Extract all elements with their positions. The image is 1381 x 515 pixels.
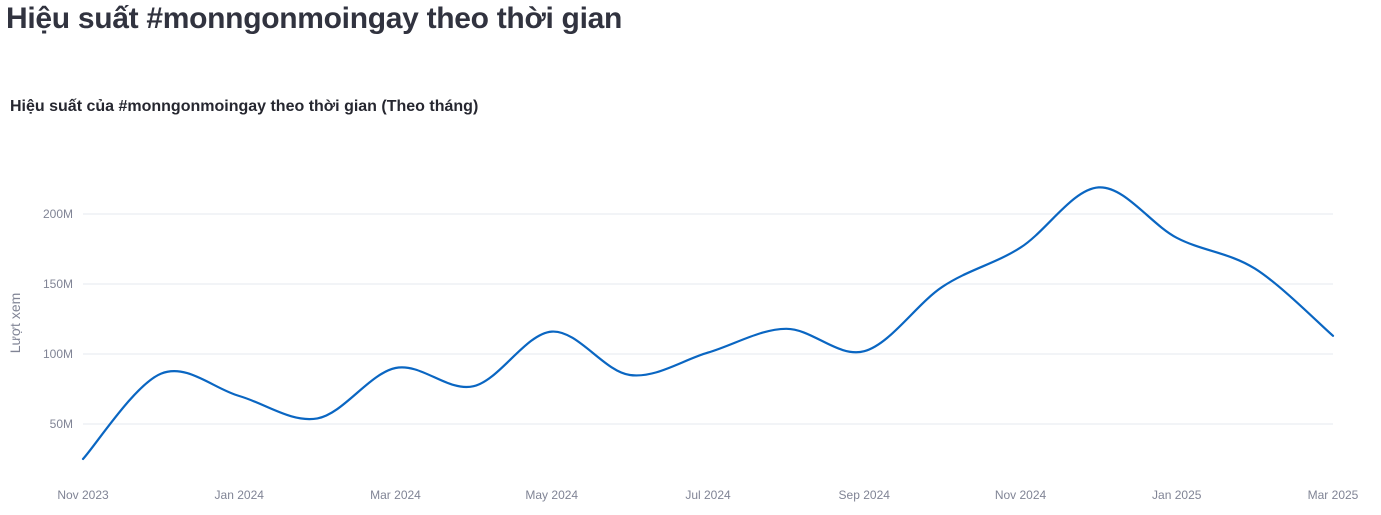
chart-title: Hiệu suất của #monngonmoingay theo thời …: [10, 98, 479, 115]
grid-layer: [83, 213, 1333, 425]
x-tick-label: Sep 2024: [839, 488, 891, 502]
page-title: Hiệu suất #monngonmoingay theo thời gian: [6, 2, 623, 35]
data-point[interactable]: [77, 453, 89, 465]
data-point[interactable]: [624, 369, 636, 381]
x-tick-label: Mar 2024: [370, 488, 421, 502]
data-point[interactable]: [155, 368, 167, 380]
data-point[interactable]: [1093, 181, 1105, 193]
y-tick-label: 200M: [43, 207, 73, 221]
data-point[interactable]: [936, 281, 948, 293]
data-point[interactable]: [1171, 232, 1183, 244]
x-tick-label: Nov 2023: [57, 488, 109, 502]
data-point[interactable]: [546, 326, 558, 338]
x-tick-label: Mar 2025: [1308, 488, 1359, 502]
x-tick-labels: Nov 2023 Jan 2024 Mar 2024 May 2024 Jul 2024…: [57, 488, 1358, 502]
y-tick-label: 150M: [43, 277, 73, 291]
x-tick-label: Jan 2025: [1152, 488, 1202, 502]
x-tick-label: Jan 2024: [215, 488, 265, 502]
y-tick-label: 50M: [50, 417, 73, 431]
data-point[interactable]: [1249, 263, 1261, 275]
data-point[interactable]: [468, 380, 480, 392]
y-tick-labels: 50M 100M 150M 200M: [43, 207, 73, 431]
x-tick-label: Nov 2024: [995, 488, 1047, 502]
y-tick-label: 100M: [43, 347, 73, 361]
x-tick-label: May 2024: [525, 488, 578, 502]
data-point[interactable]: [780, 323, 792, 335]
data-point[interactable]: [1015, 242, 1027, 254]
data-point[interactable]: [390, 362, 402, 374]
data-point[interactable]: [858, 345, 870, 357]
x-tick-label: Jul 2024: [685, 488, 731, 502]
series-layer[interactable]: [77, 181, 1339, 465]
y-axis-title: Lượt xem: [7, 293, 23, 354]
data-point[interactable]: [702, 347, 714, 359]
data-point[interactable]: [311, 412, 323, 424]
data-point[interactable]: [233, 390, 245, 402]
series-line[interactable]: [81, 186, 1335, 461]
data-point[interactable]: [1327, 330, 1339, 342]
